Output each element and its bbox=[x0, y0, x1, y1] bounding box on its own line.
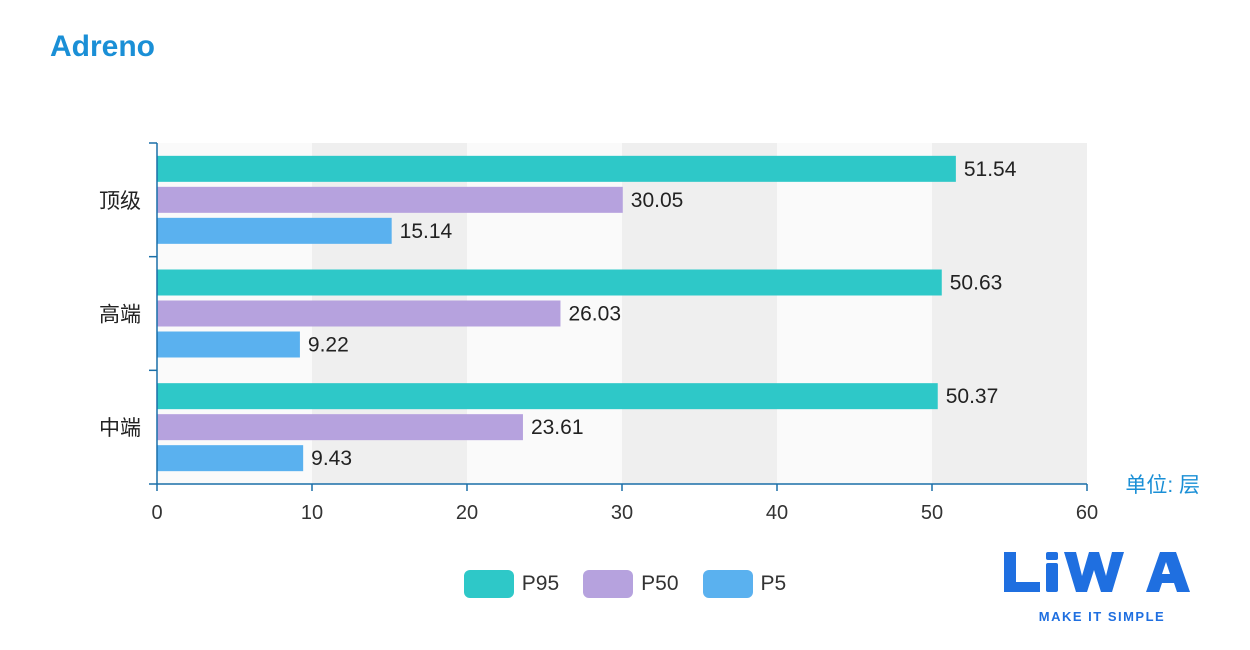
data-label: 23.61 bbox=[531, 416, 584, 439]
chart-title: Adreno bbox=[50, 30, 155, 63]
grid-band bbox=[622, 143, 777, 484]
liwa-logo: MAKE IT SIMPLE bbox=[1004, 552, 1190, 624]
logo-tagline: MAKE IT SIMPLE bbox=[1039, 609, 1165, 624]
legend-item[interactable]: P50 bbox=[583, 570, 679, 598]
bar bbox=[157, 186, 623, 213]
data-label: 50.63 bbox=[950, 272, 1003, 295]
legend-label: P50 bbox=[641, 572, 679, 595]
legend-item[interactable]: P95 bbox=[463, 570, 560, 598]
legend-label: P5 bbox=[760, 572, 787, 595]
category-label: 中端 bbox=[99, 417, 141, 440]
x-tick-label: 50 bbox=[921, 502, 943, 524]
legend-item[interactable]: P5 bbox=[702, 570, 787, 598]
x-tick-label: 20 bbox=[456, 502, 478, 524]
unit-label: 单位: 层 bbox=[1125, 474, 1200, 497]
data-label: 26.03 bbox=[568, 303, 621, 326]
category-label: 顶级 bbox=[99, 190, 141, 213]
x-tick-label: 0 bbox=[151, 502, 162, 524]
data-label: 9.22 bbox=[308, 334, 349, 357]
data-label: 9.43 bbox=[311, 447, 352, 470]
data-label: 30.05 bbox=[631, 189, 684, 212]
category-label: 高端 bbox=[99, 304, 141, 327]
bar bbox=[157, 155, 956, 182]
data-label: 15.14 bbox=[400, 220, 453, 243]
x-tick-label: 40 bbox=[766, 502, 788, 524]
grid-band bbox=[777, 143, 932, 484]
bar bbox=[157, 217, 392, 244]
bar bbox=[157, 383, 938, 410]
x-tick-label: 10 bbox=[301, 502, 323, 524]
grid-band bbox=[932, 143, 1087, 484]
legend-label: P95 bbox=[521, 572, 560, 595]
legend-swatch bbox=[463, 570, 514, 598]
x-tick-label: 60 bbox=[1076, 502, 1098, 524]
bar bbox=[157, 414, 523, 441]
data-label: 51.54 bbox=[964, 158, 1017, 181]
bar bbox=[157, 331, 300, 358]
legend-swatch bbox=[583, 570, 634, 598]
bar bbox=[157, 445, 304, 472]
legend-swatch bbox=[702, 570, 753, 598]
bar bbox=[157, 300, 561, 327]
legend: P95 P50 P5 bbox=[0, 570, 1250, 598]
bar bbox=[157, 269, 942, 296]
x-tick-label: 30 bbox=[611, 502, 633, 524]
data-label: 50.37 bbox=[946, 385, 999, 408]
